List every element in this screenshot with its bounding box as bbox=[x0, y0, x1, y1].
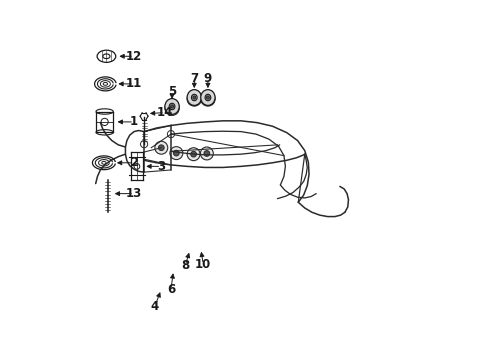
Circle shape bbox=[158, 145, 164, 150]
Circle shape bbox=[187, 148, 200, 161]
Ellipse shape bbox=[192, 96, 195, 99]
Text: 5: 5 bbox=[167, 85, 176, 98]
Ellipse shape bbox=[204, 94, 210, 101]
Circle shape bbox=[204, 96, 211, 102]
Circle shape bbox=[168, 105, 175, 112]
Circle shape bbox=[187, 92, 201, 106]
Ellipse shape bbox=[201, 90, 215, 105]
Text: 1: 1 bbox=[130, 116, 138, 129]
Circle shape bbox=[191, 96, 197, 102]
Text: 2: 2 bbox=[130, 156, 138, 169]
Text: 8: 8 bbox=[181, 259, 189, 272]
Circle shape bbox=[200, 147, 213, 160]
Text: 13: 13 bbox=[126, 187, 142, 200]
Ellipse shape bbox=[164, 99, 179, 114]
Circle shape bbox=[169, 147, 183, 159]
Text: 9: 9 bbox=[203, 72, 212, 85]
Text: 11: 11 bbox=[126, 77, 142, 90]
Ellipse shape bbox=[169, 103, 175, 110]
Ellipse shape bbox=[206, 96, 209, 99]
Circle shape bbox=[201, 92, 215, 106]
Circle shape bbox=[203, 150, 209, 156]
Text: 3: 3 bbox=[157, 160, 165, 173]
Text: 4: 4 bbox=[150, 300, 159, 313]
Circle shape bbox=[190, 151, 196, 157]
Text: 12: 12 bbox=[126, 50, 142, 63]
Ellipse shape bbox=[187, 90, 201, 105]
Text: 14: 14 bbox=[156, 106, 173, 119]
Text: 6: 6 bbox=[166, 283, 175, 296]
Ellipse shape bbox=[170, 105, 173, 108]
Circle shape bbox=[164, 101, 179, 116]
Text: 7: 7 bbox=[190, 72, 198, 85]
Circle shape bbox=[173, 150, 179, 156]
Text: 10: 10 bbox=[195, 258, 211, 271]
Ellipse shape bbox=[191, 94, 197, 101]
Circle shape bbox=[155, 141, 167, 154]
